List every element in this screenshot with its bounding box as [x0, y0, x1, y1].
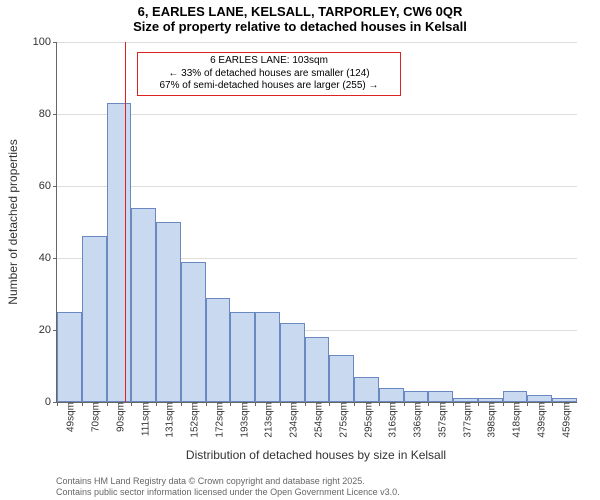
histogram-bar: [82, 236, 107, 402]
x-tick: [503, 402, 504, 406]
x-tick-label: 439sqm: [532, 402, 547, 438]
annotation-line: 67% of semi-detached houses are larger (…: [144, 80, 394, 93]
footer-line1: Contains HM Land Registry data © Crown c…: [56, 476, 400, 487]
histogram-bar: [404, 391, 429, 402]
y-tick-label: 80: [21, 108, 57, 120]
x-tick: [305, 402, 306, 406]
histogram-bar: [131, 208, 156, 402]
y-tick-label: 40: [21, 252, 57, 264]
x-axis-title: Distribution of detached houses by size …: [56, 448, 576, 462]
x-tick-label: 357sqm: [433, 402, 448, 438]
annotation-line: 6 EARLES LANE: 103sqm: [144, 55, 394, 68]
histogram-bar: [57, 312, 82, 402]
x-tick: [379, 402, 380, 406]
x-tick: [206, 402, 207, 406]
y-axis-title: Number of detached properties: [6, 42, 20, 402]
x-tick: [156, 402, 157, 406]
histogram-bar: [305, 337, 330, 402]
x-tick: [82, 402, 83, 406]
x-tick-label: 254sqm: [310, 402, 325, 438]
y-tick-label: 60: [21, 180, 57, 192]
histogram-bar: [379, 388, 404, 402]
y-tick-label: 100: [21, 36, 57, 48]
annotation-line: ← 33% of detached houses are smaller (12…: [144, 68, 394, 81]
histogram-bar: [181, 262, 206, 402]
x-tick: [404, 402, 405, 406]
x-tick-label: 398sqm: [483, 402, 498, 438]
gridline: [57, 114, 577, 115]
histogram-bar: [107, 103, 132, 402]
marker-line: [125, 42, 126, 402]
x-tick-label: 49sqm: [62, 402, 77, 432]
histogram-bar: [280, 323, 305, 402]
footer-line2: Contains public sector information licen…: [56, 487, 400, 498]
x-tick-label: 111sqm: [136, 402, 151, 436]
x-tick: [552, 402, 553, 406]
x-tick: [453, 402, 454, 406]
x-tick: [57, 402, 58, 406]
gridline: [57, 186, 577, 187]
x-tick: [478, 402, 479, 406]
histogram-bar: [527, 395, 552, 402]
x-tick-label: 193sqm: [235, 402, 250, 438]
page-subtitle: Size of property relative to detached ho…: [0, 19, 600, 38]
histogram-bar: [503, 391, 528, 402]
annotation-box: 6 EARLES LANE: 103sqm← 33% of detached h…: [137, 52, 401, 96]
y-tick-label: 20: [21, 324, 57, 336]
histogram-bar: [428, 391, 453, 402]
page-title: 6, EARLES LANE, KELSALL, TARPORLEY, CW6 …: [0, 0, 600, 19]
x-tick: [527, 402, 528, 406]
histogram-bar: [230, 312, 255, 402]
x-tick-label: 459sqm: [557, 402, 572, 438]
histogram-bar: [255, 312, 280, 402]
histogram-bar: [156, 222, 181, 402]
x-tick: [428, 402, 429, 406]
gridline: [57, 42, 577, 43]
plot-area: 02040608010049sqm70sqm90sqm111sqm131sqm1…: [56, 42, 577, 403]
histogram-bar: [206, 298, 231, 402]
x-tick-label: 70sqm: [87, 402, 102, 432]
y-tick-label: 0: [21, 396, 57, 408]
footer-attribution: Contains HM Land Registry data © Crown c…: [56, 476, 400, 498]
x-tick-label: 295sqm: [359, 402, 374, 438]
x-tick-label: 336sqm: [409, 402, 424, 438]
x-tick: [131, 402, 132, 406]
x-tick-label: 275sqm: [334, 402, 349, 438]
x-tick: [329, 402, 330, 406]
histogram-bar: [329, 355, 354, 402]
x-tick-label: 377sqm: [458, 402, 473, 438]
chart-container: 6, EARLES LANE, KELSALL, TARPORLEY, CW6 …: [0, 0, 600, 500]
x-tick: [181, 402, 182, 406]
x-tick-label: 172sqm: [210, 402, 225, 438]
x-tick: [107, 402, 108, 406]
x-tick-label: 213sqm: [260, 402, 275, 438]
x-tick: [255, 402, 256, 406]
x-tick: [280, 402, 281, 406]
histogram-bar: [354, 377, 379, 402]
x-tick-label: 152sqm: [186, 402, 201, 438]
x-tick-label: 234sqm: [285, 402, 300, 438]
x-tick-label: 90sqm: [111, 402, 126, 432]
x-tick-label: 316sqm: [384, 402, 399, 438]
x-tick-label: 131sqm: [161, 402, 176, 438]
x-tick: [230, 402, 231, 406]
x-tick-label: 418sqm: [508, 402, 523, 438]
x-tick: [354, 402, 355, 406]
